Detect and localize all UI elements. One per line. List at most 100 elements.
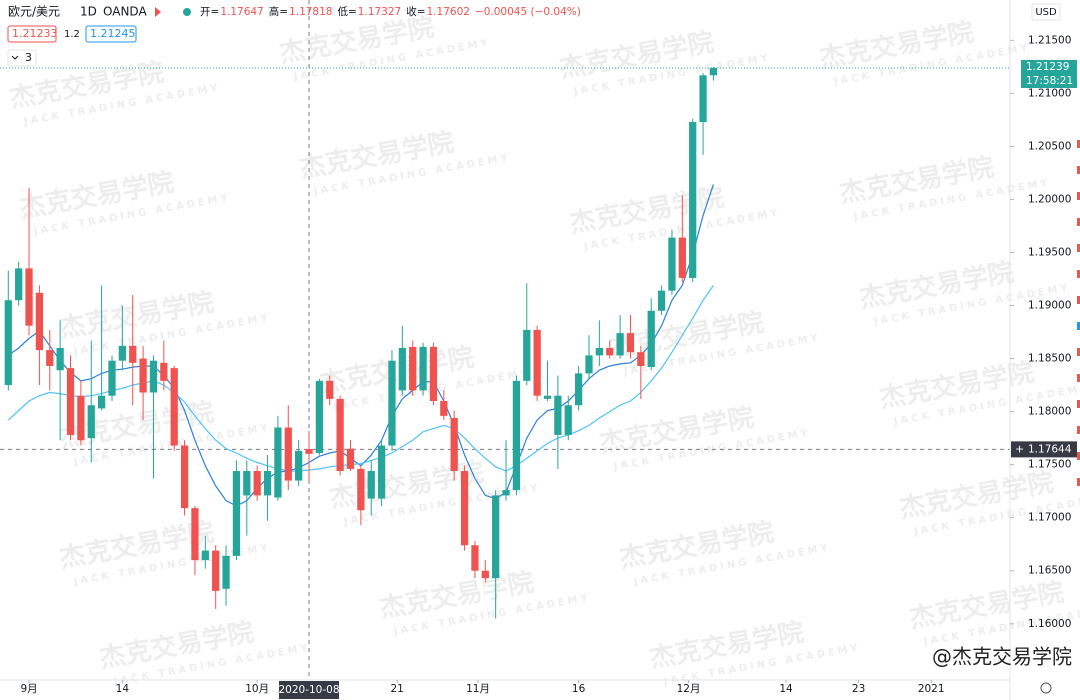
source: OANDA	[103, 5, 147, 19]
candle-body	[149, 360, 158, 393]
candle-body	[326, 380, 334, 399]
x-tick-label: 16	[572, 683, 586, 695]
currency: USD	[1035, 7, 1057, 18]
crosshair-plus: +	[1015, 442, 1024, 455]
candle-body	[543, 395, 552, 399]
candle-body	[668, 237, 676, 291]
ohlc-label: 开=	[200, 6, 219, 18]
candle-body	[409, 346, 417, 391]
ma-line	[7, 285, 714, 472]
candle-body	[87, 405, 95, 439]
y-tick-label: 1.21000	[1028, 87, 1071, 99]
last-price-bg	[1021, 60, 1077, 88]
candle-body	[678, 237, 686, 278]
x-tick-label: 2021	[918, 683, 945, 695]
candle-body	[481, 570, 489, 579]
edge-mark	[1077, 166, 1080, 174]
settings-icon[interactable]	[1040, 682, 1052, 694]
candle-body	[295, 450, 303, 481]
candle-body	[222, 555, 230, 589]
indicator-box[interactable]	[85, 25, 137, 43]
crosshair-x-label-bg	[279, 681, 340, 699]
candle-body	[66, 368, 75, 435]
candle-body	[56, 347, 64, 371]
candle-body	[554, 395, 562, 435]
candle-body	[709, 67, 718, 76]
candle-body	[502, 490, 510, 496]
x-tick-label: 12月	[677, 683, 701, 695]
candle-body	[606, 347, 614, 356]
edge-mark	[1077, 218, 1080, 226]
candle-body	[388, 360, 396, 446]
indicator-value: 1.21233	[12, 27, 58, 40]
symbol: 欧元/美元	[8, 5, 60, 19]
y-tick-label: 1.19000	[1028, 300, 1071, 312]
ohlc-label: 收=	[406, 5, 425, 18]
ohlc-value: 1.17327	[358, 6, 401, 18]
ohlc-value: 1.17818	[289, 6, 332, 18]
candle-body	[305, 449, 313, 454]
ohlc-value: 1.17647	[220, 6, 263, 18]
candle-body	[574, 373, 583, 406]
candle-body	[129, 345, 137, 363]
candle-body	[564, 405, 572, 435]
y-tick-label: 1.19500	[1028, 246, 1071, 258]
candle-body	[284, 427, 292, 481]
x-tick-label: 9月	[20, 683, 37, 695]
candle-body	[191, 508, 199, 561]
y-tick-label: 1.18500	[1028, 353, 1071, 365]
candle-body	[450, 417, 458, 472]
y-tick-label: 1.21500	[1028, 34, 1071, 46]
candle-body	[4, 300, 12, 386]
candle-body	[336, 398, 344, 472]
candle-body	[357, 468, 365, 511]
crosshair-x-label: 2020-10-08	[278, 684, 339, 696]
candle-body	[367, 471, 375, 499]
x-tick-label: 14	[116, 683, 130, 695]
ohlc-label: 高=	[269, 5, 288, 18]
edge-mark	[1077, 452, 1080, 460]
collapse-count: 3	[25, 51, 32, 64]
candle-body	[637, 352, 645, 366]
candle-body	[201, 550, 209, 561]
candle-body	[139, 358, 147, 393]
collapse-button[interactable]	[7, 49, 37, 67]
candle-body	[523, 329, 531, 381]
credit: @杰克交易学院	[932, 645, 1072, 669]
countdown: 17:58:21	[1026, 75, 1073, 87]
edge-mark	[1077, 140, 1080, 148]
edge-mark	[1077, 426, 1080, 434]
crosshair-y-label-bg	[1011, 441, 1077, 458]
x-tick-label: 14	[779, 683, 793, 695]
y-tick-label: 1.20500	[1028, 140, 1071, 152]
last-price-label: 1.21239	[1026, 61, 1069, 73]
candle-body	[232, 471, 241, 556]
x-tick-label: 11月	[466, 683, 490, 695]
candle-body	[253, 471, 261, 496]
candle-body	[460, 471, 469, 546]
edge-mark	[1077, 244, 1080, 252]
edge-mark	[1077, 348, 1080, 356]
currency-box[interactable]	[1031, 3, 1061, 21]
plot-area	[0, 0, 1010, 680]
candle-body	[97, 395, 106, 409]
candle-body	[160, 362, 168, 381]
candle-body	[595, 347, 603, 356]
indicator-box[interactable]	[7, 25, 57, 43]
indicator-value: 1.2	[64, 29, 80, 40]
y-tick-label: 1.17000	[1028, 512, 1071, 524]
candle-body	[46, 350, 54, 366]
candle-body	[243, 471, 251, 496]
x-tick-label: 23	[852, 683, 865, 695]
candle-body	[471, 545, 479, 571]
candle-body	[699, 75, 707, 122]
candle-body	[585, 355, 593, 374]
candle-body	[170, 368, 178, 446]
status-dot	[183, 8, 191, 16]
candle-body	[108, 360, 116, 396]
candle-body	[346, 448, 355, 469]
candle-body	[440, 400, 448, 416]
candle-body	[689, 121, 697, 278]
candle-body	[419, 346, 427, 391]
ohlc-readout: 开= 1.17647 高= 1.17818 低= 1.17327 收= 1.17602 −0.0…	[200, 5, 581, 18]
